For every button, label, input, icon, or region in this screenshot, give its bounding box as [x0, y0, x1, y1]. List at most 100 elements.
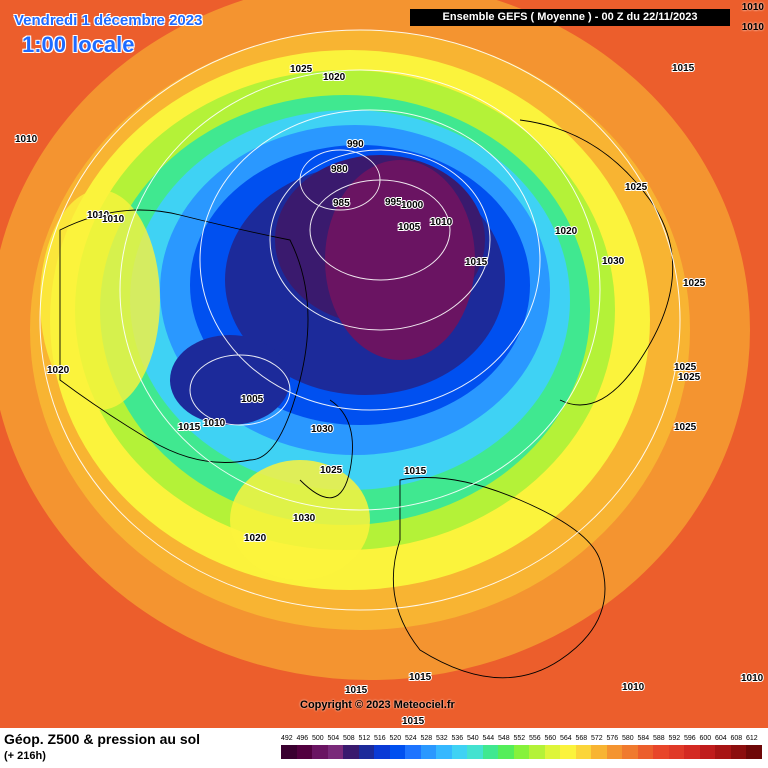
legend-swatch [451, 745, 467, 759]
legend-swatch [343, 745, 359, 759]
legend-swatch [374, 745, 390, 759]
corner-isobar-label-secondary: 1010 [741, 22, 764, 33]
legend-swatch [498, 745, 514, 759]
isobar-label: 990 [347, 139, 364, 150]
legend-tick-label: 580 [622, 735, 634, 742]
legend-swatch [312, 745, 328, 759]
svg-text:1015: 1015 [178, 422, 201, 433]
legend-tick-label: 604 [715, 735, 727, 742]
legend-swatch [529, 745, 545, 759]
legend-tick-label: 540 [467, 735, 479, 742]
svg-text:1005: 1005 [241, 394, 264, 405]
legend-tick-label: 504 [327, 735, 340, 742]
isobar-label: 1025 [320, 465, 343, 476]
model-run-banner: Ensemble GEFS ( Moyenne ) - 00 Z du 22/1… [410, 9, 730, 26]
legend-tick-label: 532 [436, 735, 448, 742]
isobar-label: 1015 [672, 63, 695, 74]
forecast-lead-time: (+ 216h) [4, 750, 46, 762]
isobar-label: 1010 [15, 134, 38, 145]
svg-text:1015: 1015 [672, 63, 695, 74]
ridge-atlantic [230, 460, 370, 580]
isobar-label: 1020 [323, 72, 346, 83]
legend-tick-label: 576 [606, 735, 619, 742]
svg-text:1010: 1010 [622, 682, 645, 693]
isobar-label: 1010 [203, 418, 226, 429]
copyright-notice: Copyright © 2023 Meteociel.fr [300, 699, 455, 711]
legend-tick-label: 528 [420, 735, 433, 742]
isobar-label: 1025 [674, 362, 697, 373]
legend-swatch [467, 745, 483, 759]
legend-swatch [296, 745, 312, 759]
legend-tick-label: 548 [498, 735, 510, 742]
svg-text:1020: 1020 [47, 365, 70, 376]
isobar-label: 995 [385, 197, 402, 208]
legend-swatch [730, 745, 746, 759]
svg-text:1015: 1015 [409, 672, 432, 683]
svg-text:1030: 1030 [293, 513, 316, 524]
legend-swatch [544, 745, 560, 759]
isobar-label: 1025 [290, 64, 313, 75]
legend-swatch [746, 745, 762, 759]
svg-text:1000: 1000 [401, 200, 424, 211]
forecast-date: Vendredi 1 décembre 2023 [14, 12, 203, 29]
z500-field-core-purple [325, 160, 475, 360]
isobar-label: 1005 [398, 222, 421, 233]
coastlines [59, 119, 674, 679]
legend-tick-label: 588 [653, 735, 665, 742]
svg-text:1010: 1010 [741, 673, 764, 684]
isobar-label: 1020 [244, 533, 267, 544]
legend-swatch [327, 745, 343, 759]
legend-swatch [715, 745, 731, 759]
svg-text:1025: 1025 [674, 422, 697, 433]
isobar-label: 1015 [404, 466, 427, 477]
isobar-label: 1015 [345, 685, 368, 696]
legend-tick-label: 508 [343, 735, 355, 742]
isobar-label: 1010 [430, 217, 453, 228]
isobar-label: 980 [331, 164, 348, 175]
svg-text:1010: 1010 [203, 418, 226, 429]
legend-swatch [281, 745, 297, 759]
isobar-label: 1020 [47, 365, 70, 376]
svg-text:1015: 1015 [404, 466, 427, 477]
legend-tick-label: 596 [684, 735, 696, 742]
isobar-label: 1010 [87, 210, 110, 221]
geopotential-map: 1025 1020 1015 1010 990 980 985 995 1000… [0, 0, 768, 728]
legend-tick-label: 552 [513, 735, 526, 742]
svg-text:1030: 1030 [311, 424, 334, 435]
legend-swatch [591, 745, 607, 759]
isobar-labels: 1025 1020 1015 1010 990 980 985 995 1000… [14, 62, 765, 728]
isobar-label: 1025 [674, 422, 697, 433]
map-caption: Géop. Z500 & pression au sol [4, 731, 201, 747]
legend-tick-label: 612 [746, 735, 758, 742]
legend-tick-label: 516 [374, 735, 386, 742]
svg-text:1010: 1010 [102, 214, 125, 225]
isobar-label: 1030 [293, 513, 316, 524]
svg-text:1010: 1010 [430, 217, 453, 228]
svg-text:1030: 1030 [602, 256, 625, 267]
legend-swatch [653, 745, 669, 759]
z500-field-core-lobe [170, 335, 290, 425]
isobar-label: 1015 [178, 422, 201, 433]
ridge-north-america [40, 190, 160, 410]
legend-swatch [420, 745, 436, 759]
legend-tick-label: 520 [389, 735, 402, 742]
legend-tick-label: 592 [668, 735, 681, 742]
legend-swatch [637, 745, 653, 759]
isobar-label: 1030 [602, 256, 625, 267]
svg-text:1025: 1025 [678, 372, 701, 383]
svg-text:1005: 1005 [398, 222, 421, 233]
svg-text:1025: 1025 [625, 182, 648, 193]
svg-text:980: 980 [331, 164, 348, 175]
legend-tick-label: 536 [451, 735, 464, 742]
legend-swatch [389, 745, 405, 759]
svg-text:1025: 1025 [290, 64, 313, 75]
svg-text:985: 985 [333, 198, 350, 209]
svg-text:995: 995 [385, 197, 402, 208]
legend-tick-label: 500 [312, 735, 324, 742]
svg-text:1010: 1010 [15, 134, 38, 145]
legend-tick-label: 584 [637, 735, 650, 742]
svg-text:1020: 1020 [244, 533, 267, 544]
legend-swatch [668, 745, 684, 759]
legend-tick-label: 568 [575, 735, 588, 742]
